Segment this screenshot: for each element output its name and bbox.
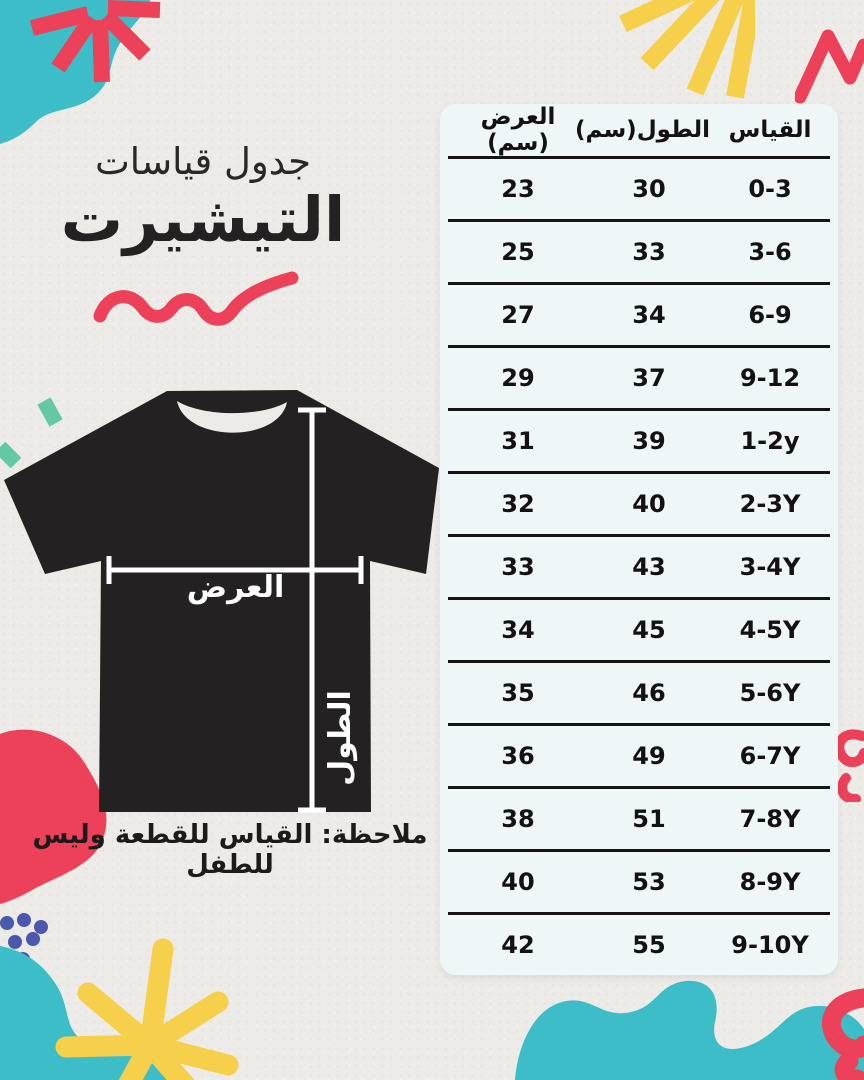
cell-size: 4-5Y [739,616,801,644]
cell-width: 38 [501,805,535,833]
teal-blob-top-left-icon [0,0,150,144]
cell-width: 36 [501,742,535,770]
cell-size: 5-6Y [739,679,801,707]
cell-width: 40 [501,868,535,896]
table-row: 3-6 33 25 [448,219,830,282]
yellow-rays-icon [619,0,755,99]
table-row: 9-12 37 29 [448,345,830,408]
table-row: 8-9Y 53 40 [448,849,830,912]
teal-blob-bottom-left-icon [0,946,176,1080]
page-title: جدول قياسات التيشيرت [38,140,368,256]
cell-length: 46 [632,679,666,707]
cell-length: 51 [632,805,666,833]
header-size: القياس [728,117,812,143]
table-row: 7-8Y 51 38 [448,786,830,849]
cell-size: 1-2y [740,427,800,455]
cell-length: 37 [632,364,666,392]
cell-width: 23 [501,175,535,203]
table-row: 4-5Y 45 34 [448,597,830,660]
red-squiggle-bottom-right-icon [822,988,864,1080]
page-title-line2: التيشيرت [60,182,346,256]
tshirt-neckline [177,401,287,433]
cell-width: 31 [501,427,535,455]
header-length: الطول(سم) [575,117,710,143]
width-measure-label: العرض [186,570,285,605]
cell-length: 39 [632,427,666,455]
table-row: 6-7Y 49 36 [448,723,830,786]
cell-width: 29 [501,364,535,392]
teal-blob-bottom-right-icon [515,980,864,1080]
cell-width: 25 [501,238,535,266]
cell-width: 35 [501,679,535,707]
table-row: 3-4Y 43 33 [448,534,830,597]
cell-length: 55 [632,931,666,959]
page-title-line1: جدول قياسات [94,140,312,183]
red-zigzag-top-right-icon [795,29,864,104]
cell-size: 9-12 [739,364,801,392]
measurement-note: ملاحظة: القياس للقطعة وليس للطفل [32,820,428,880]
cell-size: 2-3Y [739,490,801,518]
cell-size: 8-9Y [739,868,801,896]
header-width: العرض (سم) [480,104,556,156]
title-underline-squiggle-icon [93,271,299,326]
indigo-dots-icon [0,913,48,978]
yellow-star-icon [55,938,239,1080]
cell-size: 6-7Y [739,742,801,770]
cell-length: 33 [632,238,666,266]
size-table-card: القياس الطول(سم) العرض (سم) 0-3 30 23 3-… [440,104,838,975]
cell-size: 3-6 [748,238,792,266]
cell-size: 0-3 [748,175,792,203]
table-row: 9-10Y 55 42 [448,912,830,975]
cell-length: 30 [632,175,666,203]
table-row: 2-3Y 40 32 [448,471,830,534]
mint-dashes-icon [0,397,63,469]
cell-length: 43 [632,553,666,581]
size-table-header-row: القياس الطول(سم) العرض (سم) [448,104,830,156]
cell-size: 9-10Y [731,931,809,959]
table-row: 0-3 30 23 [448,156,830,219]
cell-length: 45 [632,616,666,644]
cell-length: 53 [632,868,666,896]
cell-size: 6-9 [748,301,792,329]
cell-length: 34 [632,301,666,329]
cell-width: 32 [501,490,535,518]
cell-width: 33 [501,553,535,581]
cell-length: 49 [632,742,666,770]
cell-width: 27 [501,301,535,329]
cell-size: 7-8Y [739,805,801,833]
red-starburst-icon [30,0,161,83]
cell-width: 34 [501,616,535,644]
table-row: 6-9 34 27 [448,282,830,345]
cell-width: 42 [501,931,535,959]
table-row: 1-2y 39 31 [448,408,830,471]
cell-size: 3-4Y [739,553,801,581]
table-row: 5-6Y 46 35 [448,660,830,723]
red-blob-bottom-left-icon [0,729,107,904]
cell-length: 40 [632,490,666,518]
length-measure-label: الطول [322,690,358,786]
